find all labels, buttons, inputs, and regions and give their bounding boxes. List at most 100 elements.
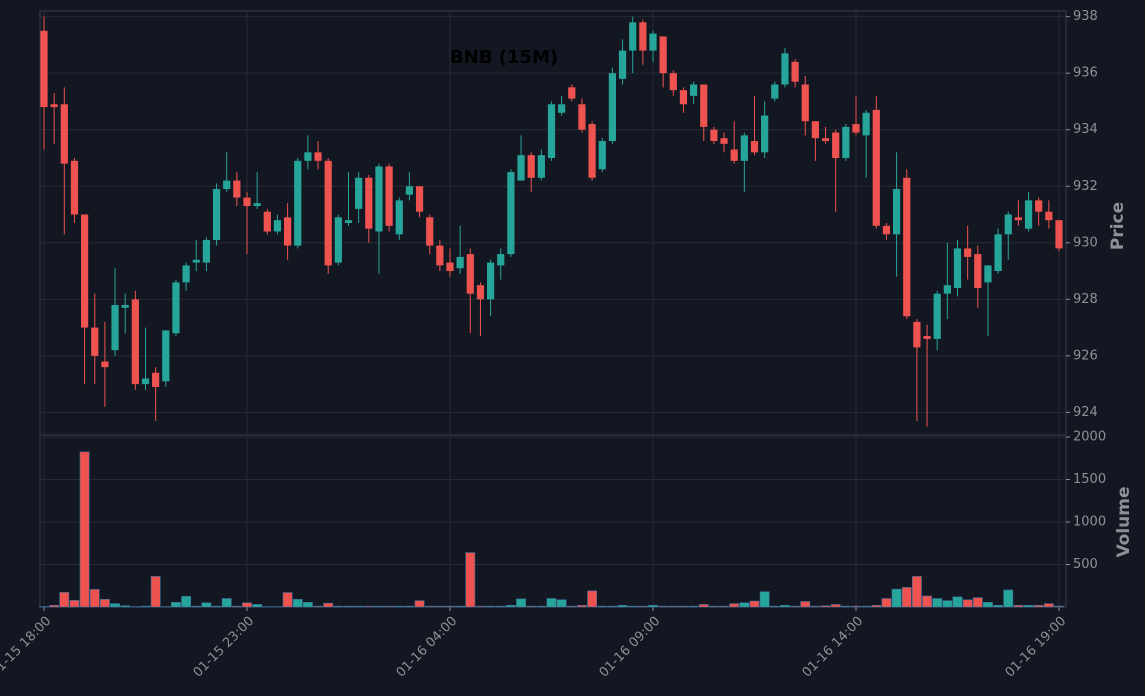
candle-body	[263, 211, 271, 232]
candle-body	[50, 104, 58, 108]
candle-body	[923, 336, 931, 339]
y-tick-label: 936	[1073, 66, 1098, 81]
candle-body	[385, 166, 393, 226]
volume-bar	[150, 576, 161, 608]
volume-bar	[89, 589, 100, 608]
candle-body	[324, 160, 332, 266]
candle-body	[314, 152, 322, 161]
volume-bar	[820, 605, 831, 608]
candle-body	[202, 239, 210, 263]
volume-bar	[353, 605, 364, 608]
candle-body	[365, 177, 373, 229]
volume-bar	[983, 602, 993, 608]
volume-bar	[729, 603, 740, 608]
volume-bar	[810, 605, 821, 608]
candle-body	[1004, 214, 1012, 235]
candle-body	[558, 104, 566, 113]
candle-body	[70, 160, 79, 215]
candle-body	[781, 53, 789, 85]
volume-bar	[1043, 603, 1054, 608]
candle-body	[852, 124, 860, 133]
volume-bar	[333, 605, 344, 608]
x-tick-label: 01-15 23:00	[191, 614, 258, 681]
y-tick-label: 932	[1073, 179, 1098, 194]
candle-body	[568, 87, 576, 99]
candle-body	[40, 30, 48, 108]
plot-layer: 924 926 928 930 932 934 936 938 500 1000 1500 2000 0…	[0, 9, 1106, 680]
volume-bar	[414, 600, 425, 608]
volume-bar	[110, 603, 120, 608]
volume-bar	[922, 595, 932, 608]
candle-body	[1045, 211, 1053, 221]
candle-body	[953, 248, 962, 289]
volume-bar	[465, 552, 476, 608]
candle-body	[964, 248, 972, 257]
x-tick-label: 01-16 09:00	[597, 614, 664, 681]
volume-bar	[851, 605, 861, 608]
candle-body	[821, 138, 830, 142]
volume-tick-label: 1500	[1073, 472, 1106, 487]
volume-bar	[536, 605, 547, 608]
volume-bar	[221, 598, 232, 608]
candle-body	[466, 254, 474, 294]
volume-bar	[952, 596, 963, 608]
candle-body	[243, 197, 251, 207]
volume-bar	[394, 605, 405, 608]
volume-bar	[181, 596, 191, 608]
volume-bar	[840, 605, 851, 608]
candle-body	[903, 177, 911, 317]
candle-body	[984, 265, 992, 283]
volume-bar	[100, 599, 110, 608]
candle-body	[598, 141, 606, 170]
candle-body	[791, 61, 799, 82]
y-tick-label: 924	[1073, 405, 1098, 420]
volume-bar	[495, 605, 506, 608]
volume-bar	[445, 605, 455, 608]
candle-body	[456, 256, 464, 269]
candle-body	[730, 149, 738, 161]
candle-body	[334, 217, 342, 263]
candle-body	[639, 22, 647, 51]
candle-body	[192, 259, 200, 263]
volume-bar	[374, 605, 384, 608]
volume-bar	[587, 590, 597, 608]
volume-bar	[302, 602, 313, 608]
candle-body	[426, 217, 434, 246]
candle-body	[842, 126, 850, 158]
candle-body	[700, 84, 708, 127]
volume-bar	[607, 605, 618, 608]
volume-bar	[323, 602, 334, 608]
candle-body	[690, 84, 698, 96]
candle-body	[578, 104, 586, 130]
candle-body	[527, 155, 535, 178]
volume-bar	[505, 604, 516, 608]
volume-bar	[942, 600, 953, 608]
candle-body	[862, 112, 870, 136]
candle-body	[943, 285, 951, 294]
volume-bar	[211, 605, 222, 608]
candle-body	[212, 189, 221, 240]
volume-bar	[719, 605, 729, 608]
candle-body	[294, 160, 302, 246]
volume-bar	[313, 605, 323, 608]
candle-body	[101, 361, 109, 368]
volume-bar	[871, 604, 882, 608]
candle-body	[618, 50, 627, 79]
candle-body	[1055, 220, 1063, 249]
volume-bar	[59, 592, 70, 608]
candle-body	[111, 304, 119, 351]
candle-body	[811, 121, 819, 139]
volume-bar	[708, 605, 719, 608]
y-tick-label: 934	[1073, 122, 1098, 137]
y-tick-label: 930	[1073, 235, 1098, 250]
volume-bar	[780, 604, 790, 608]
volume-bar	[759, 591, 770, 608]
candle-body	[487, 262, 495, 300]
volume-bar	[171, 602, 181, 608]
volume-bar	[1023, 604, 1034, 608]
volume-bar	[363, 605, 374, 608]
candle-body	[588, 124, 596, 178]
volume-bar	[901, 587, 912, 608]
volume-bar	[891, 588, 902, 608]
